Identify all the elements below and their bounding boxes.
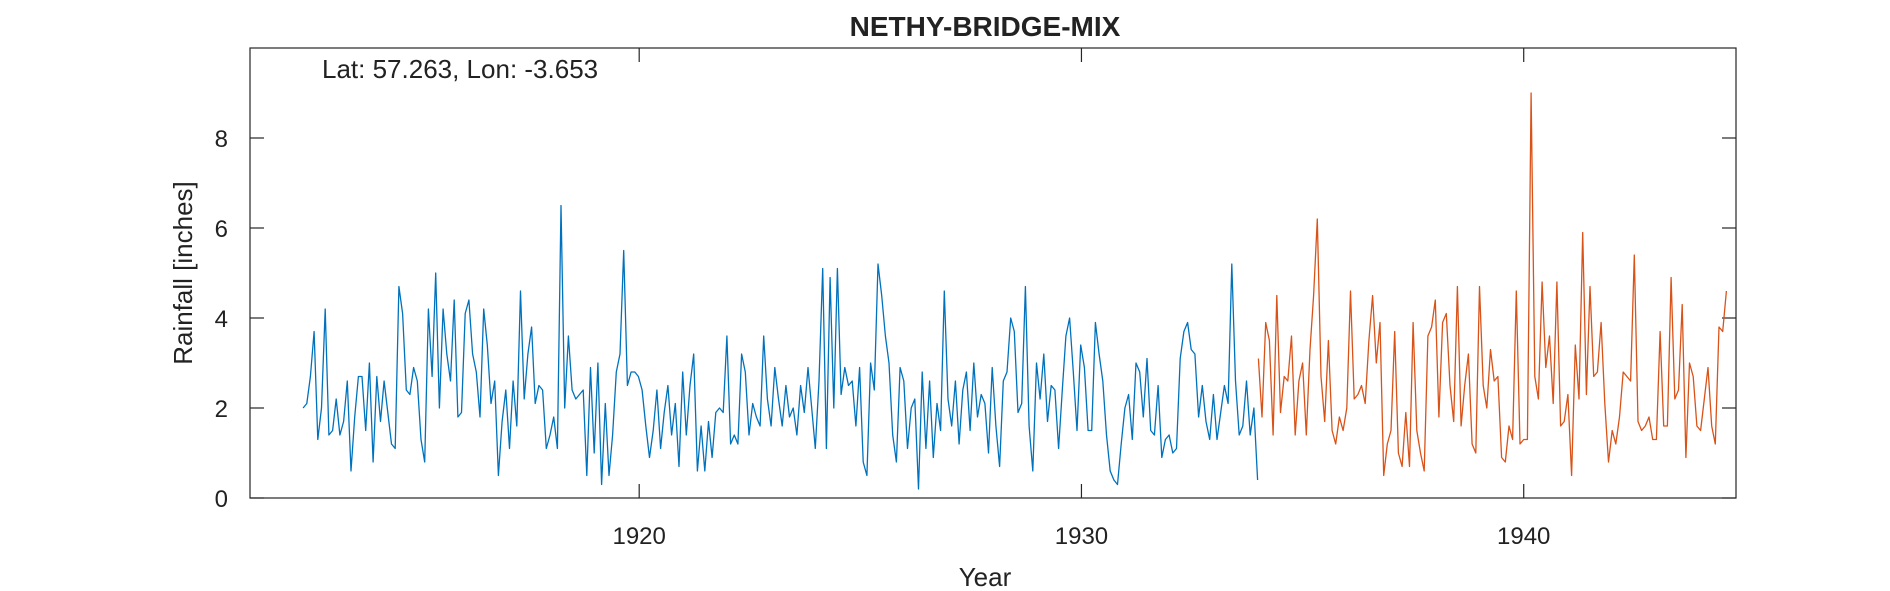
axis-ticks: [250, 48, 1736, 499]
y-tick-label: 4: [215, 306, 228, 333]
x-tick-label: 1930: [1055, 523, 1108, 550]
y-tick-label: 8: [215, 126, 228, 153]
x-tick-labels: 1920 1930 1940: [612, 523, 1550, 550]
series-line-1: [302, 204, 1259, 490]
y-tick-label: 6: [215, 216, 228, 243]
y-tick-label: 2: [215, 396, 228, 423]
x-tick-label: 1940: [1497, 523, 1550, 550]
location-annotation: Lat: 57.263, Lon: -3.653: [322, 54, 598, 84]
y-tick-label: 0: [215, 486, 228, 513]
plot-area-frame: [249, 47, 1737, 499]
chart-title: NETHY-BRIDGE-MIX: [850, 11, 1121, 42]
series-group: [302, 92, 1728, 490]
y-tick-labels: 0 2 4 6 8: [215, 126, 228, 513]
x-axis-label: Year: [959, 562, 1012, 591]
x-tick-label: 1920: [612, 523, 665, 550]
series-line-2: [1257, 92, 1728, 477]
y-axis-label: Rainfall [inches]: [168, 181, 198, 365]
